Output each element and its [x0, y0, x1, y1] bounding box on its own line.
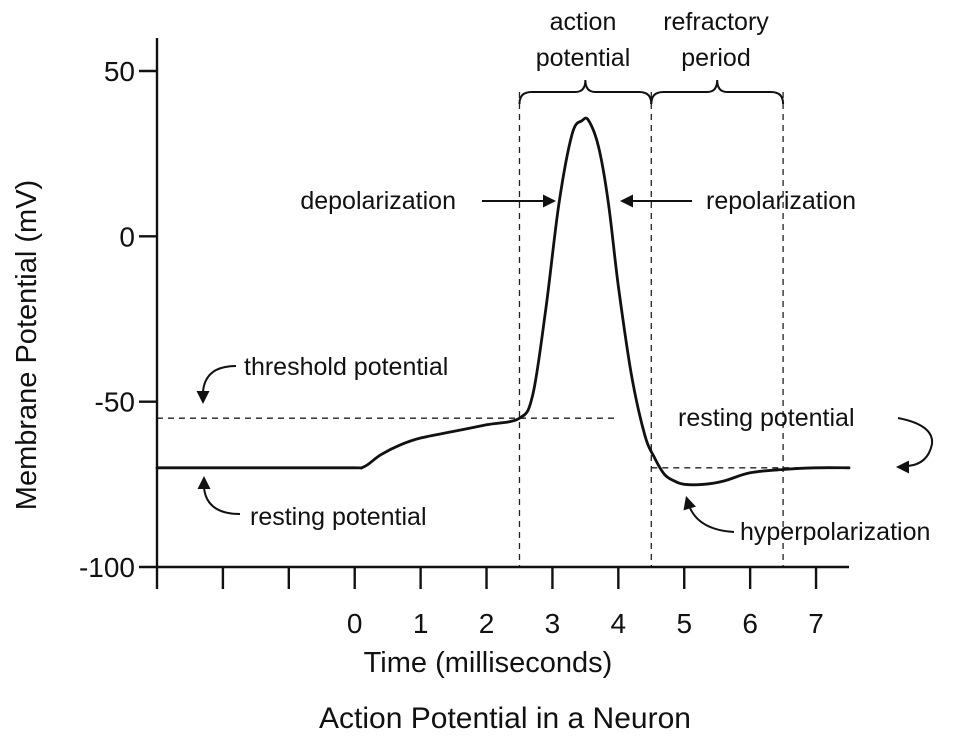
hyperpolarization-arrow-shaft — [689, 507, 735, 533]
resting-right-arrow-head — [896, 460, 909, 474]
hyperpolarization-arrow-head — [683, 496, 696, 511]
resting-potential-left-label: resting potential — [250, 503, 427, 531]
chart-title: Action Potential in a Neuron — [319, 702, 691, 735]
depolarization-label: depolarization — [300, 187, 456, 215]
resting-left-arrow-head — [197, 476, 211, 489]
y-tick-label-0: 50 — [104, 56, 135, 87]
threshold-potential-label: threshold potential — [244, 353, 448, 381]
resting-potential-right-label: resting potential — [678, 404, 855, 432]
repolarization-arrow-head — [620, 194, 633, 208]
y-axis-label: Membrane Potential (mV) — [11, 180, 43, 510]
refractory-period-brace — [650, 79, 785, 105]
x-tick-label-10: 7 — [808, 608, 824, 639]
action-potential-label-line1: action — [550, 8, 617, 36]
ticks: 50 0 -50 -100 0 1 2 3 4 5 6 7 — [79, 56, 824, 639]
threshold-arrow-head — [196, 391, 210, 404]
depolarization-arrow-head — [543, 194, 556, 208]
series — [155, 116, 851, 487]
refractory-period-label-line2: period — [681, 44, 751, 72]
x-tick-label-9: 6 — [742, 608, 758, 639]
y-tick-label-2: -50 — [95, 387, 135, 418]
x-tick-label-8: 5 — [676, 608, 692, 639]
annotation-marks — [196, 79, 934, 533]
y-tick-label-1: 0 — [119, 221, 135, 252]
x-tick-label-7: 4 — [611, 608, 627, 639]
x-tick-label-6: 3 — [545, 608, 561, 639]
hyperpolarization-label: hyperpolarization — [740, 518, 930, 546]
resting-right-arrow-shaft — [897, 417, 934, 467]
x-tick-label-3: 0 — [347, 608, 363, 639]
reference-lines — [157, 92, 849, 567]
resting-left-arrow-shaft — [203, 487, 241, 515]
x-tick-label-5: 2 — [479, 608, 495, 639]
action-potential-label-line2: potential — [536, 44, 631, 72]
axes — [155, 38, 849, 569]
threshold-arrow-shaft — [202, 365, 237, 393]
series-line-0 — [155, 116, 851, 487]
y-tick-label-3: -100 — [79, 552, 135, 583]
action-potential-brace — [518, 79, 653, 105]
repolarization-label: repolarization — [706, 187, 856, 215]
refractory-period-label-line1: refractory — [663, 8, 769, 36]
x-tick-label-4: 1 — [413, 608, 429, 639]
x-axis-label: Time (milliseconds) — [364, 647, 613, 679]
